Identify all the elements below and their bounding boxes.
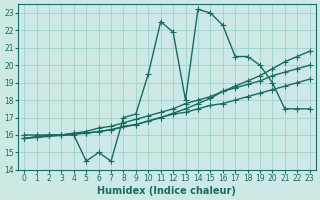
X-axis label: Humidex (Indice chaleur): Humidex (Indice chaleur) [98,186,236,196]
